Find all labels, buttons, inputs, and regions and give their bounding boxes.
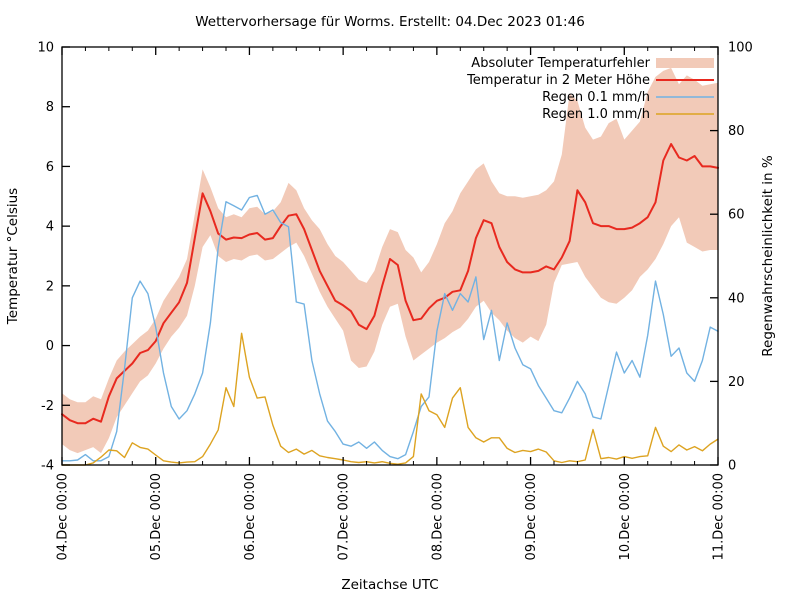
y-left-tick-label: 8 [46, 100, 54, 115]
x-axis-title: Zeitachse UTC [341, 577, 438, 593]
x-tick-label: 05.Dec 00:00 [149, 473, 164, 560]
y-left-tick-label: 10 [37, 41, 54, 56]
y-left-tick-label: 2 [46, 279, 54, 294]
y-left-tick-label: 4 [46, 220, 54, 235]
legend-label-1: Temperatur in 2 Meter Höhe [466, 73, 650, 88]
legend-swatch-band [656, 58, 714, 68]
y-right-tick-label: 80 [728, 124, 745, 139]
y-left-tick-label: -4 [41, 459, 54, 474]
legend-label-0: Absoluter Temperaturfehler [471, 56, 650, 71]
y-right-tick-label: 0 [728, 459, 736, 474]
series-line-0 [61, 143, 719, 425]
x-tick-label: 09.Dec 00:00 [524, 473, 539, 560]
series-line-1 [61, 194, 719, 462]
x-tick-label: 10.Dec 00:00 [618, 473, 633, 560]
y-left-tick-label: 6 [46, 160, 54, 175]
chart-title: Wettervorhersage für Worms. Erstellt: 04… [195, 14, 585, 30]
y-right-axis-title: Regenwahrscheinlichkeit in % [760, 155, 776, 357]
chart-legend: Absoluter Temperaturfehler Temperatur in … [466, 56, 714, 122]
y-right-tick-label: 40 [728, 291, 745, 306]
y-right-tick-label: 20 [728, 375, 745, 390]
x-tick-label: 08.Dec 00:00 [430, 473, 445, 560]
y-left-tick-label: 0 [46, 339, 54, 354]
x-tick-label: 07.Dec 00:00 [337, 473, 352, 560]
y-right-tick-label: 60 [728, 208, 745, 223]
x-tick-label: 11.Dec 00:00 [712, 473, 727, 560]
y-right-tick-label: 100 [728, 41, 753, 56]
legend-label-3: Regen 1.0 mm/h [542, 107, 650, 122]
legend-label-2: Regen 0.1 mm/h [542, 90, 650, 105]
y-left-axis-title: Temperatur °Celsius [5, 188, 21, 325]
y-left-tick-label: -2 [41, 399, 54, 414]
x-tick-label: 04.Dec 00:00 [56, 473, 71, 560]
x-tick-label: 06.Dec 00:00 [243, 473, 258, 560]
